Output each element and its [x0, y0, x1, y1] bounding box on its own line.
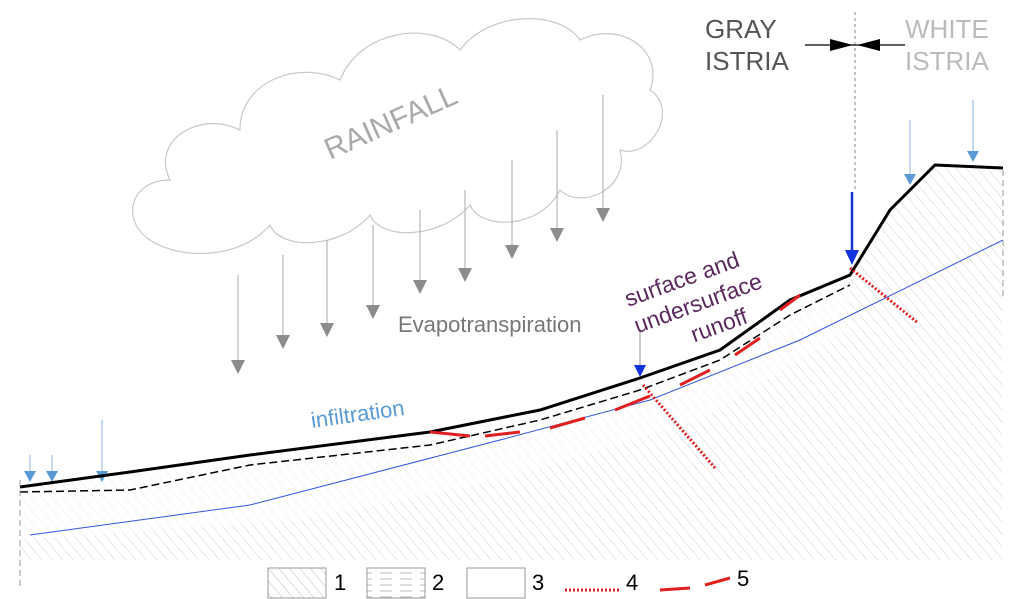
legend-label: 4	[626, 570, 638, 595]
legend-label: 3	[532, 570, 544, 595]
rain-head	[24, 471, 36, 482]
legend-swatch	[659, 576, 731, 592]
soil-layer	[20, 275, 850, 540]
contact	[429, 293, 801, 438]
rain-head	[458, 268, 472, 282]
rain-head	[276, 335, 290, 349]
rainfall-label: RAINFALL	[319, 79, 462, 167]
arrowhead	[634, 365, 646, 377]
rain-head	[967, 151, 979, 162]
legend-label: 2	[432, 570, 444, 595]
rain-head	[596, 208, 610, 222]
legend-label: 1	[334, 570, 346, 595]
rain-arrows	[24, 95, 979, 482]
cloud	[132, 18, 663, 255]
region-label: ISTRIA	[905, 46, 989, 76]
soil-boundary	[19, 284, 851, 493]
rain-head	[550, 228, 564, 242]
legend-label: 5	[737, 566, 749, 591]
legend-swatch	[466, 567, 526, 599]
rain-head	[366, 305, 380, 319]
arrowhead	[830, 39, 853, 51]
rain-head	[413, 280, 427, 294]
ground-surface	[19, 163, 1004, 489]
rain-head	[320, 323, 334, 337]
region-label: WHITE	[905, 14, 989, 44]
rain-head	[231, 360, 245, 374]
legend-swatch	[366, 567, 426, 599]
legend-swatch	[267, 567, 327, 599]
rain-head	[505, 245, 519, 259]
evapotranspiration-label: Evapotranspiration	[398, 312, 581, 337]
rain-head	[46, 471, 58, 482]
region-label: ISTRIA	[705, 46, 789, 76]
rain-head	[904, 174, 916, 185]
arrowhead	[857, 39, 880, 51]
arrowhead	[845, 250, 859, 265]
region-label: GRAY	[705, 14, 777, 44]
infiltration-label: infiltration	[309, 395, 406, 433]
fault	[849, 266, 919, 325]
